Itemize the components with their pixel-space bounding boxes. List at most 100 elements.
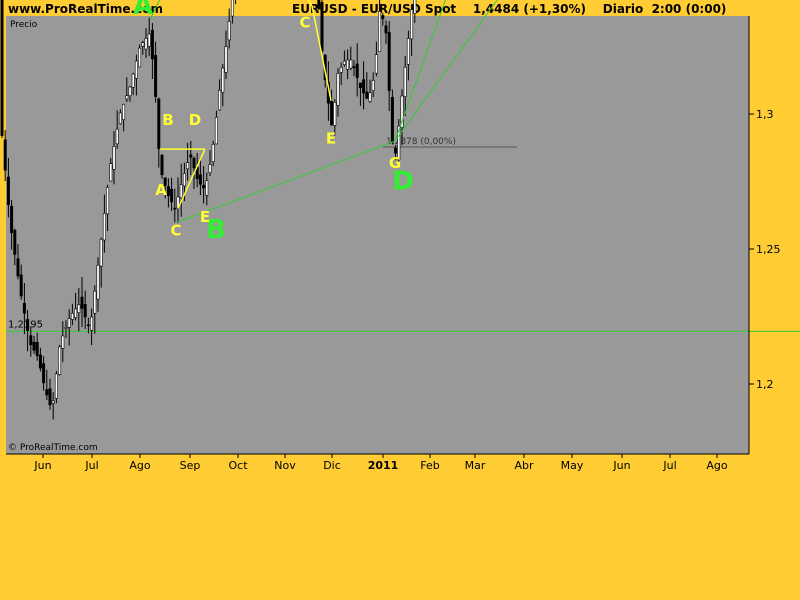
candle-body bbox=[115, 128, 119, 145]
x-tick-label: Jul bbox=[662, 459, 676, 472]
candle-body bbox=[67, 318, 71, 328]
x-tick-label: Mar bbox=[465, 459, 486, 472]
x-tick-label: Jun bbox=[33, 459, 51, 472]
candle-body bbox=[131, 73, 135, 88]
candle-body bbox=[93, 290, 97, 314]
candle-body bbox=[128, 86, 132, 97]
wave-label-major: D bbox=[392, 167, 414, 197]
candle-body bbox=[192, 157, 196, 169]
wave-path bbox=[177, 148, 206, 209]
candle-body bbox=[99, 238, 103, 267]
candle-body bbox=[154, 55, 158, 98]
chart-header: www.ProRealTime.com EURUSD - EUR/USD Spo… bbox=[0, 0, 800, 20]
candle-body bbox=[381, 15, 385, 19]
candle-body bbox=[374, 54, 378, 74]
candle-body bbox=[26, 319, 30, 331]
symbol-label: EURUSD - EUR/USD Spot bbox=[292, 2, 457, 16]
price-change-label: 1,4484 (+1,30%) bbox=[472, 2, 587, 16]
candle-body bbox=[208, 164, 212, 173]
support-level-label: 1,2195 bbox=[8, 319, 43, 330]
wave-label-minor: E bbox=[200, 208, 210, 226]
axes: 1,21,251,31,351,4JunJulAgoSepOctNovDic20… bbox=[6, 16, 781, 472]
candle-body bbox=[45, 389, 49, 396]
candle-body bbox=[387, 32, 391, 91]
candle-body bbox=[170, 188, 174, 203]
candle-body bbox=[358, 82, 362, 88]
candle-body bbox=[74, 308, 78, 318]
candle-body bbox=[346, 59, 350, 70]
x-tick-label: Abr bbox=[514, 459, 534, 472]
candle-body bbox=[342, 60, 346, 66]
candle-body bbox=[182, 173, 186, 187]
candle-body bbox=[54, 373, 58, 399]
wave-label-minor: C bbox=[299, 14, 310, 32]
x-tick-label: Jun bbox=[612, 459, 630, 472]
candle-body bbox=[406, 38, 410, 65]
candle-body bbox=[42, 363, 46, 384]
candle-body bbox=[336, 73, 340, 106]
candle-body bbox=[349, 59, 353, 69]
x-tick-label: Nov bbox=[274, 459, 296, 472]
candle-body bbox=[109, 163, 113, 182]
annotations: ABCDEBDACEBDACEFG5 bbox=[133, 0, 498, 245]
candle-body bbox=[362, 79, 366, 94]
candle-body bbox=[166, 186, 170, 197]
x-tick-label: May bbox=[561, 459, 584, 472]
candle-body bbox=[368, 92, 372, 102]
x-tick-label: Dic bbox=[323, 459, 341, 472]
trend-line bbox=[394, 0, 447, 142]
wave-label-minor: C bbox=[170, 222, 181, 240]
candle-body bbox=[333, 102, 337, 126]
x-tick-label: Jul bbox=[84, 459, 98, 472]
candle-body bbox=[90, 316, 94, 331]
candle-body bbox=[371, 80, 375, 91]
candle-body bbox=[330, 101, 334, 126]
candle-body bbox=[355, 63, 359, 78]
wave-label-major: A bbox=[133, 0, 153, 21]
candle-body bbox=[6, 176, 10, 206]
candle-body bbox=[218, 90, 222, 111]
site-link[interactable]: www.ProRealTime.com bbox=[8, 2, 163, 16]
candle-body bbox=[317, 0, 321, 10]
candle-body bbox=[150, 29, 154, 60]
candle-body bbox=[13, 229, 17, 255]
candle-body bbox=[64, 326, 68, 329]
candle-body bbox=[86, 324, 90, 327]
fib-level-label: 1,2878 (0,00%) bbox=[386, 137, 456, 147]
candle-body bbox=[35, 342, 39, 356]
wave-label-minor: D bbox=[189, 111, 201, 129]
candle-body bbox=[186, 162, 190, 170]
chart-heading: EURUSD - EUR/USD Spot 1,4484 (+1,30%) Di… bbox=[292, 2, 726, 16]
x-tick-label: Oct bbox=[228, 459, 248, 472]
candle-body bbox=[211, 144, 215, 162]
candle-body bbox=[134, 60, 138, 79]
wave-label-minor: G bbox=[389, 154, 401, 172]
candle-body bbox=[125, 95, 129, 100]
candle-body bbox=[365, 91, 369, 99]
candle-body bbox=[112, 146, 116, 170]
candle-body bbox=[19, 274, 23, 297]
candle-body bbox=[221, 67, 225, 93]
candle-body bbox=[70, 312, 74, 320]
period-label: Diario bbox=[602, 2, 644, 16]
candle-body bbox=[122, 103, 126, 120]
candle-body bbox=[189, 154, 193, 158]
candle-body bbox=[320, 2, 324, 52]
candle-body bbox=[3, 139, 7, 171]
candle-body bbox=[16, 258, 20, 277]
candle-body bbox=[32, 341, 36, 351]
candle-body bbox=[0, 0, 4, 136]
candle-body bbox=[224, 46, 228, 73]
candle-body bbox=[29, 335, 33, 346]
wave-label-minor: E bbox=[326, 130, 336, 148]
candle-body bbox=[58, 346, 62, 375]
wave-label-major: B bbox=[206, 215, 226, 245]
x-tick-label: Feb bbox=[420, 459, 439, 472]
wave-label-minor: B bbox=[162, 111, 173, 129]
candle-body bbox=[403, 66, 407, 97]
candle-body bbox=[205, 180, 209, 196]
candle-body bbox=[160, 155, 164, 176]
candle-body bbox=[173, 207, 177, 210]
